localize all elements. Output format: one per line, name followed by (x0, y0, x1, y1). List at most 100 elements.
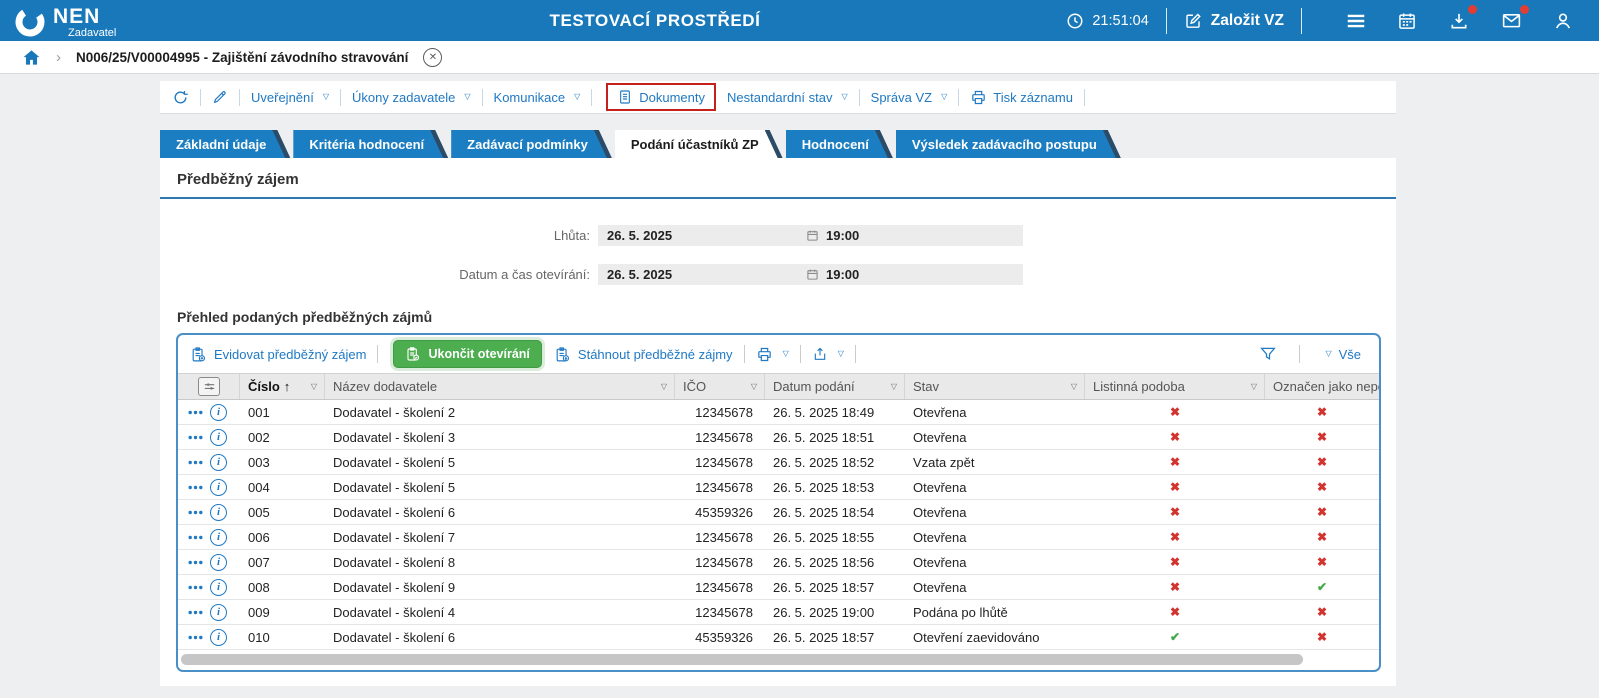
chevron-down-icon[interactable] (311, 383, 317, 391)
calendar-small-icon (806, 229, 819, 242)
ukoncit-otevirani-button[interactable]: Ukončit otevírání (393, 340, 542, 368)
info-icon[interactable] (210, 603, 227, 621)
cell-cislo: 008 (248, 579, 270, 595)
horizontal-scrollbar[interactable] (181, 654, 1304, 665)
refresh-icon[interactable] (172, 89, 189, 106)
column-settings-icon[interactable] (198, 377, 220, 396)
column-header-cislo[interactable]: Číslo (240, 374, 325, 399)
toolbar-item-ukony-zadavatele[interactable]: Úkony zadavatele (352, 90, 471, 105)
oteviranie-field[interactable]: 26. 5. 2025 19:00 (598, 264, 1023, 285)
evidovat-button[interactable]: Evidovat předběžný zájem (190, 346, 366, 363)
info-icon[interactable] (210, 528, 227, 546)
info-icon[interactable] (210, 578, 227, 596)
row-menu-icon[interactable] (188, 435, 203, 440)
form-row-lhuta: Lhůta: 26. 5. 2025 19:00 (160, 225, 1396, 246)
menu-hamburger-icon[interactable] (1345, 10, 1367, 32)
calendar-icon[interactable] (1397, 10, 1419, 32)
table-row[interactable]: 001 Dodavatel - školení 2 12345678 26. 5… (178, 400, 1379, 425)
column-settings-cell (178, 374, 240, 399)
table-row[interactable]: 006 Dodavatel - školení 7 12345678 26. 5… (178, 525, 1379, 550)
table-row[interactable]: 007 Dodavatel - školení 8 12345678 26. 5… (178, 550, 1379, 575)
tab[interactable]: Podání účastníků ZP (615, 130, 783, 158)
info-icon[interactable] (210, 453, 227, 471)
table-row[interactable]: 009 Dodavatel - školení 4 12345678 26. 5… (178, 600, 1379, 625)
form-row-oteviranie: Datum a čas otevírání: 26. 5. 2025 19:00 (160, 264, 1396, 285)
row-menu-icon[interactable] (188, 610, 203, 615)
info-icon[interactable] (210, 403, 227, 421)
row-menu-icon[interactable] (188, 485, 203, 490)
divider (340, 88, 342, 106)
nen-logo[interactable]: NEN Zadavatel (0, 2, 116, 39)
filter-all-dropdown[interactable]: Vše (1322, 347, 1361, 362)
tab[interactable]: Kritéria hodnocení (293, 130, 448, 158)
print-grid-button[interactable] (756, 346, 789, 363)
breadcrumb-item[interactable]: N006/25/V00004995 - Zajištění závodního … (76, 49, 409, 65)
cell-ico: 12345678 (695, 579, 753, 595)
row-menu-icon[interactable] (188, 460, 203, 465)
edit-pencil-icon[interactable] (212, 89, 228, 105)
filter-funnel-icon[interactable] (1259, 345, 1277, 363)
cell-oznacen-nepodany: ✔ (1265, 580, 1379, 594)
grid-title: Přehled podaných předběžných zájmů (177, 309, 433, 325)
submissions-grid: Evidovat předběžný zájem Ukončit otevírá… (176, 333, 1381, 672)
tab[interactable]: Základní údaje (160, 130, 290, 158)
info-icon[interactable] (210, 553, 227, 571)
info-icon[interactable] (210, 628, 227, 646)
chevron-down-icon[interactable] (1251, 383, 1257, 391)
table-row[interactable]: 002 Dodavatel - školení 3 12345678 26. 5… (178, 425, 1379, 450)
lhuta-field[interactable]: 26. 5. 2025 19:00 (598, 225, 1023, 246)
chevron-down-icon[interactable] (751, 383, 757, 391)
table-row[interactable]: 010 Dodavatel - školení 6 45359326 26. 5… (178, 625, 1379, 650)
column-header-nazev[interactable]: Název dodavatele (325, 374, 675, 399)
toolbar-item-tisk-zaznamu[interactable]: Tisk záznamu (970, 89, 1073, 106)
info-icon[interactable] (210, 478, 227, 496)
create-vz-button[interactable]: Založit VZ (1184, 12, 1284, 30)
tab[interactable]: Výsledek zadávacího postupu (896, 130, 1121, 158)
column-header-nepodany[interactable]: Označen jako nepodaný (1273, 379, 1379, 394)
table-row[interactable]: 008 Dodavatel - školení 9 12345678 26. 5… (178, 575, 1379, 600)
row-menu-icon[interactable] (188, 560, 203, 565)
export-button[interactable] (812, 346, 844, 362)
row-menu-icon[interactable] (188, 535, 203, 540)
scrollbar-track (178, 650, 1379, 670)
cell-oznacen-nepodany: ✖ (1265, 430, 1379, 444)
table-row[interactable]: 005 Dodavatel - školení 6 45359326 26. 5… (178, 500, 1379, 525)
mail-icon[interactable] (1501, 4, 1529, 32)
chevron-down-icon[interactable] (891, 383, 897, 391)
column-header-datum[interactable]: Datum podání (765, 374, 905, 399)
download-icon[interactable] (1449, 4, 1477, 32)
tab[interactable]: Zadávací podmínky (451, 130, 612, 158)
column-header-stav[interactable]: Stav (905, 374, 1085, 399)
toolbar-item-sprava-vz[interactable]: Správa VZ (871, 90, 948, 105)
chevron-down-icon[interactable] (1071, 383, 1077, 391)
table-body: 001 Dodavatel - školení 2 12345678 26. 5… (178, 400, 1379, 650)
home-icon[interactable] (22, 48, 41, 67)
cell-cislo: 005 (248, 504, 270, 520)
table-row[interactable]: 004 Dodavatel - školení 5 12345678 26. 5… (178, 475, 1379, 500)
toolbar-item-nestandardni-stav[interactable]: Nestandardní stav (727, 90, 848, 105)
tab[interactable]: Hodnocení (786, 130, 893, 158)
row-menu-icon[interactable] (188, 510, 203, 515)
oteviranie-label: Datum a čas otevírání: (459, 267, 590, 282)
close-icon[interactable] (423, 47, 443, 67)
column-header-listinna[interactable]: Listinná podoba (1085, 374, 1265, 399)
stahnout-button[interactable]: Stáhnout předběžné zájmy (554, 346, 733, 363)
cell-cislo: 002 (248, 429, 270, 445)
column-header-ico[interactable]: IČO (675, 374, 765, 399)
row-tools-cell (178, 628, 240, 646)
toolbar-item-uverejneni[interactable]: Uveřejnění (251, 90, 329, 105)
row-menu-icon[interactable] (188, 635, 203, 640)
chevron-down-icon[interactable] (661, 383, 667, 391)
tab-label: Podání účastníků ZP (630, 136, 759, 152)
export-icon (812, 346, 828, 362)
row-menu-icon[interactable] (188, 410, 203, 415)
clock-icon (1066, 12, 1084, 30)
cell-cislo: 006 (248, 529, 270, 545)
table-row[interactable]: 003 Dodavatel - školení 5 12345678 26. 5… (178, 450, 1379, 475)
info-icon[interactable] (210, 503, 227, 521)
toolbar-item-komunikace[interactable]: Komunikace (494, 90, 581, 105)
user-icon[interactable] (1553, 10, 1575, 32)
row-menu-icon[interactable] (188, 585, 203, 590)
toolbar-item-dokumenty[interactable]: Dokumenty (606, 83, 716, 111)
info-icon[interactable] (210, 428, 227, 446)
